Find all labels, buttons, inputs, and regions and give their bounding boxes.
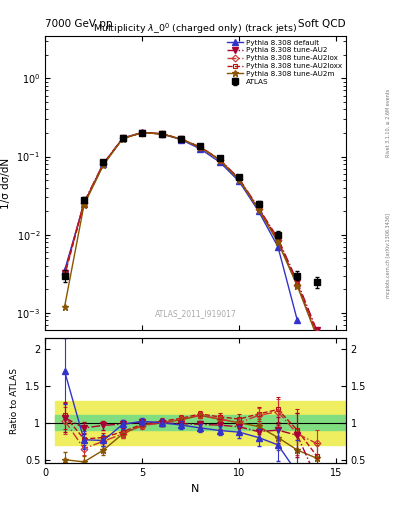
Pythia 8.308 tune-AU2lox xyxy=(237,176,242,182)
Pythia 8.308 default xyxy=(256,208,261,214)
Title: Multiplicity $\lambda\_0^0$ (charged only) (track jets): Multiplicity $\lambda\_0^0$ (charged onl… xyxy=(94,21,298,36)
Pythia 8.308 tune-AU2lox xyxy=(178,136,183,142)
Pythia 8.308 tune-AU2 xyxy=(275,235,280,241)
Pythia 8.308 tune-AU2loxx xyxy=(237,176,242,182)
Pythia 8.308 tune-AU2m xyxy=(275,239,280,245)
Line: Pythia 8.308 tune-AU2: Pythia 8.308 tune-AU2 xyxy=(62,130,320,333)
Pythia 8.308 tune-AU2lox xyxy=(62,271,67,278)
Pythia 8.308 tune-AU2loxx xyxy=(314,330,319,336)
Pythia 8.308 tune-AU2loxx xyxy=(198,144,203,150)
Pythia 8.308 tune-AU2m xyxy=(101,162,106,168)
Text: Soft QCD: Soft QCD xyxy=(298,19,346,30)
Pythia 8.308 tune-AU2 xyxy=(198,144,203,150)
Pythia 8.308 tune-AU2 xyxy=(82,199,86,205)
Y-axis label: 1/σ dσ/dN: 1/σ dσ/dN xyxy=(1,158,11,208)
Pythia 8.308 default xyxy=(140,129,145,135)
Pythia 8.308 tune-AU2lox xyxy=(82,200,86,206)
Pythia 8.308 tune-AU2lox xyxy=(314,330,319,336)
Pythia 8.308 tune-AU2 xyxy=(295,279,300,285)
Pythia 8.308 tune-AU2loxx xyxy=(140,130,145,136)
Pythia 8.308 tune-AU2loxx xyxy=(256,206,261,212)
Pythia 8.308 tune-AU2m xyxy=(159,131,164,137)
Pythia 8.308 tune-AU2lox xyxy=(275,237,280,243)
Pythia 8.308 tune-AU2 xyxy=(159,131,164,137)
Pythia 8.308 tune-AU2lox xyxy=(295,282,300,288)
Pythia 8.308 default xyxy=(178,137,183,143)
Pythia 8.308 tune-AU2lox xyxy=(140,130,145,136)
Text: Rivet 3.1.10, ≥ 2.6M events: Rivet 3.1.10, ≥ 2.6M events xyxy=(386,89,391,157)
Pythia 8.308 tune-AU2m xyxy=(120,136,125,142)
X-axis label: N: N xyxy=(191,484,200,494)
Y-axis label: Ratio to ATLAS: Ratio to ATLAS xyxy=(10,368,19,434)
Pythia 8.308 tune-AU2loxx xyxy=(295,282,300,288)
Pythia 8.308 tune-AU2loxx xyxy=(62,272,67,279)
Line: Pythia 8.308 tune-AU2m: Pythia 8.308 tune-AU2m xyxy=(61,129,320,340)
Pythia 8.308 default xyxy=(275,244,280,250)
Pythia 8.308 tune-AU2 xyxy=(62,270,67,276)
Text: mcplots.cern.ch [arXiv:1306.3436]: mcplots.cern.ch [arXiv:1306.3436] xyxy=(386,214,391,298)
Pythia 8.308 tune-AU2 xyxy=(314,327,319,333)
Pythia 8.308 tune-AU2loxx xyxy=(120,136,125,142)
Pythia 8.308 tune-AU2 xyxy=(120,135,125,141)
Pythia 8.308 default xyxy=(237,178,242,184)
Text: 7000 GeV pp: 7000 GeV pp xyxy=(45,19,113,30)
Pythia 8.308 tune-AU2m xyxy=(178,136,183,142)
Pythia 8.308 tune-AU2loxx xyxy=(82,201,86,207)
Pythia 8.308 default xyxy=(120,135,125,141)
Pythia 8.308 tune-AU2lox xyxy=(256,206,261,212)
Pythia 8.308 tune-AU2m xyxy=(314,333,319,339)
Pythia 8.308 tune-AU2m xyxy=(295,283,300,289)
Pythia 8.308 tune-AU2 xyxy=(140,130,145,136)
Line: Pythia 8.308 tune-AU2loxx: Pythia 8.308 tune-AU2loxx xyxy=(62,130,319,336)
Pythia 8.308 tune-AU2m xyxy=(198,144,203,151)
Pythia 8.308 tune-AU2lox xyxy=(101,161,106,167)
Pythia 8.308 tune-AU2 xyxy=(237,176,242,182)
Pythia 8.308 tune-AU2m xyxy=(256,206,261,212)
Pythia 8.308 tune-AU2lox xyxy=(159,131,164,137)
Pythia 8.308 tune-AU2 xyxy=(178,136,183,142)
Line: Pythia 8.308 tune-AU2lox: Pythia 8.308 tune-AU2lox xyxy=(62,130,319,336)
Pythia 8.308 tune-AU2 xyxy=(217,156,222,162)
Pythia 8.308 tune-AU2loxx xyxy=(217,157,222,163)
Pythia 8.308 tune-AU2m xyxy=(82,202,86,208)
Pythia 8.308 tune-AU2loxx xyxy=(275,237,280,243)
Pythia 8.308 tune-AU2m xyxy=(237,177,242,183)
Pythia 8.308 tune-AU2lox xyxy=(217,157,222,163)
Pythia 8.308 default xyxy=(101,161,106,167)
Pythia 8.308 default xyxy=(82,201,86,207)
Pythia 8.308 tune-AU2lox xyxy=(120,135,125,141)
Pythia 8.308 tune-AU2loxx xyxy=(159,131,164,137)
Pythia 8.308 tune-AU2 xyxy=(256,205,261,211)
Pythia 8.308 tune-AU2m xyxy=(140,130,145,136)
Line: Pythia 8.308 default: Pythia 8.308 default xyxy=(62,130,300,323)
Pythia 8.308 default xyxy=(217,159,222,165)
Legend: Pythia 8.308 default, Pythia 8.308 tune-AU2, Pythia 8.308 tune-AU2lox, Pythia 8.: Pythia 8.308 default, Pythia 8.308 tune-… xyxy=(226,38,343,86)
Pythia 8.308 tune-AU2loxx xyxy=(178,136,183,142)
Pythia 8.308 tune-AU2m xyxy=(62,304,67,310)
Pythia 8.308 default xyxy=(295,317,300,324)
Pythia 8.308 tune-AU2m xyxy=(217,157,222,163)
Pythia 8.308 tune-AU2lox xyxy=(198,144,203,151)
Text: ATLAS_2011_I919017: ATLAS_2011_I919017 xyxy=(154,309,237,318)
Pythia 8.308 default xyxy=(159,131,164,137)
Pythia 8.308 tune-AU2 xyxy=(101,160,106,166)
Pythia 8.308 tune-AU2loxx xyxy=(101,161,106,167)
Pythia 8.308 default xyxy=(62,267,67,273)
Pythia 8.308 default xyxy=(198,146,203,152)
